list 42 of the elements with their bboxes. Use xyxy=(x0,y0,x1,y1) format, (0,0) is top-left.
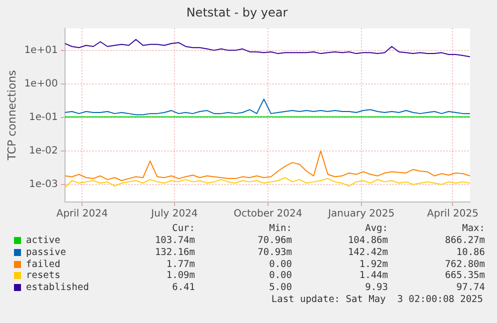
text: 762.80m xyxy=(444,258,485,270)
text: Cur: xyxy=(171,223,195,234)
x-tick-label: January 2025 xyxy=(327,208,395,220)
x-tick-label: April 2025 xyxy=(426,208,478,220)
text: 9.93 xyxy=(364,282,388,294)
text: 103.74m xyxy=(154,235,195,246)
y-tick-label: 1e-02 xyxy=(28,146,58,157)
x-tick-label: April 2024 xyxy=(56,208,108,220)
chart-title: Netstat - by year xyxy=(186,5,288,20)
y-axis-title: TCP connections xyxy=(5,70,18,162)
text: 142.42m xyxy=(346,246,388,258)
legend-label: active xyxy=(26,235,60,246)
text: 0.00 xyxy=(268,258,292,270)
text: 104.86m xyxy=(346,235,388,246)
text: 97.74 xyxy=(455,282,485,294)
legend-label: passive xyxy=(26,246,66,258)
x-tick-label: July 2024 xyxy=(150,208,198,220)
text: Max: xyxy=(461,223,485,234)
x-tick-label: October 2024 xyxy=(234,208,302,220)
text: 6.41 xyxy=(171,282,195,294)
legend-label: established xyxy=(26,282,89,294)
text: 1.92m xyxy=(358,258,388,270)
text: 132.16m xyxy=(154,246,195,258)
text: 1.44m xyxy=(358,270,388,282)
text: 70.93m xyxy=(256,246,292,258)
text: Avg: xyxy=(364,223,388,234)
text: 10.86 xyxy=(455,246,485,258)
text: 5.00 xyxy=(268,282,292,294)
text: 1.09m xyxy=(165,270,195,282)
text: 665.35m xyxy=(444,270,485,282)
text: 0.00 xyxy=(268,270,292,282)
text: Last update: Sat May 3 02:00:08 2025 xyxy=(271,294,483,305)
y-tick-label: 1e+00 xyxy=(24,78,58,90)
text: 866.27m xyxy=(444,235,485,246)
y-tick-label: 1e-03 xyxy=(28,179,58,190)
text: 1.77m xyxy=(165,258,195,270)
text: 70.96m xyxy=(256,235,292,246)
y-tick-label: 1e-01 xyxy=(28,112,58,123)
legend-label: failed xyxy=(26,258,60,270)
y-tick-label: 1e+01 xyxy=(24,44,58,56)
text: Min: xyxy=(268,223,292,234)
legend-label: resets xyxy=(26,270,60,282)
